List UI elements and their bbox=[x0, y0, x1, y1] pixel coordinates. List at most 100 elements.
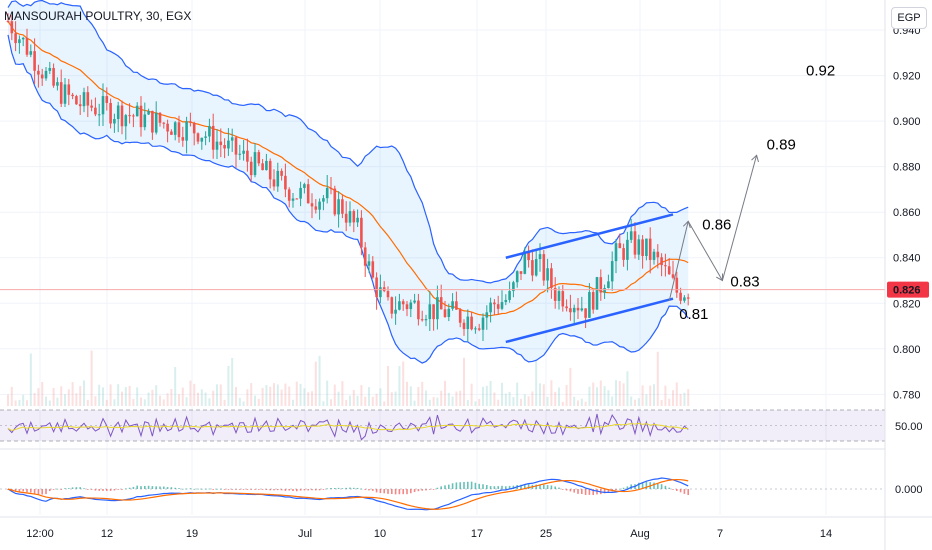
rsi-ma-line bbox=[7, 422, 689, 432]
candle-body-127 bbox=[489, 302, 492, 313]
volume-bar-8 bbox=[37, 388, 40, 406]
volume-bar-76 bbox=[295, 381, 298, 406]
volume-bar-127 bbox=[489, 381, 492, 406]
volume-bar-177 bbox=[679, 393, 682, 406]
volume-bar-172 bbox=[660, 399, 663, 406]
currency-button[interactable]: EGP bbox=[891, 7, 927, 29]
macd-hist-128 bbox=[493, 486, 496, 489]
candle-body-25 bbox=[101, 96, 105, 115]
candle-body-166 bbox=[637, 239, 641, 255]
candle-body-34 bbox=[135, 105, 139, 117]
macd-hist-121 bbox=[467, 481, 469, 489]
macd-hist-33 bbox=[132, 486, 135, 489]
volume-bar-43 bbox=[170, 388, 173, 406]
candle-body-87 bbox=[337, 199, 340, 215]
candle-body-141 bbox=[542, 254, 546, 281]
candle-body-97 bbox=[375, 277, 378, 298]
candle-body-55 bbox=[215, 141, 219, 150]
volume-bar-4 bbox=[22, 394, 25, 406]
candle-body-65 bbox=[253, 152, 257, 176]
volume-bar-18 bbox=[75, 393, 78, 406]
volume-bar-27 bbox=[109, 384, 112, 406]
candle-body-93 bbox=[360, 217, 363, 248]
macd-hist-12 bbox=[52, 489, 55, 490]
macd-hist-5 bbox=[26, 489, 28, 493]
volume-bar-93 bbox=[360, 385, 363, 406]
candle-body-167 bbox=[641, 239, 644, 257]
candle-body-137 bbox=[527, 251, 530, 261]
volume-bar-163 bbox=[626, 371, 629, 406]
candle-body-84 bbox=[325, 187, 329, 199]
candle-body-85 bbox=[329, 187, 333, 189]
macd-hist-107 bbox=[413, 489, 416, 493]
macd-hist-16 bbox=[68, 488, 70, 489]
volume-bar-168 bbox=[645, 394, 648, 406]
macd-hist-86 bbox=[334, 488, 336, 489]
volume-bar-142 bbox=[546, 396, 549, 406]
volume-bar-30 bbox=[121, 391, 123, 406]
candle-body-96 bbox=[371, 261, 375, 278]
bollinger-lower bbox=[7, 34, 689, 364]
candle-body-126 bbox=[485, 312, 489, 318]
volume-bar-14 bbox=[60, 386, 63, 406]
candle-body-110 bbox=[424, 319, 428, 321]
candle-body-43 bbox=[170, 131, 173, 135]
volume-bar-114 bbox=[440, 390, 443, 406]
macd-hist-66 bbox=[258, 489, 260, 490]
macd-hist-109 bbox=[421, 489, 423, 491]
macd-hist-91 bbox=[353, 487, 355, 489]
volume-bar-40 bbox=[159, 395, 161, 406]
volume-bar-84 bbox=[326, 380, 329, 406]
candle-body-140 bbox=[538, 254, 542, 260]
volume-bar-53 bbox=[208, 398, 211, 406]
macd-hist-83 bbox=[322, 489, 325, 490]
macd-hist-94 bbox=[364, 489, 366, 490]
volume-bar-46 bbox=[181, 387, 184, 406]
annotations[interactable]: 0.81 0.86 0.83 0.89 0.92 bbox=[505, 63, 835, 344]
candle-body-124 bbox=[477, 328, 481, 330]
candle-body-83 bbox=[322, 198, 325, 202]
candle-body-119 bbox=[458, 309, 462, 323]
macd-hist-37 bbox=[147, 485, 150, 489]
projection-label-0.89: 0.89 bbox=[767, 136, 796, 153]
macd-hist-13 bbox=[56, 488, 59, 490]
last-price-label: 0.826 bbox=[893, 285, 921, 297]
y-tick-label-5: 0.840 bbox=[893, 253, 921, 265]
macd-hist-160 bbox=[615, 489, 617, 491]
volume-bar-173 bbox=[664, 385, 667, 406]
macd-hist-59 bbox=[231, 489, 233, 490]
candle-body-139 bbox=[534, 259, 538, 276]
candle-body-81 bbox=[314, 206, 318, 210]
macd-hist-147 bbox=[565, 489, 568, 491]
macd-hist-68 bbox=[265, 489, 268, 490]
candle-body-144 bbox=[553, 287, 557, 301]
y-tick-label-8: 0.780 bbox=[893, 389, 921, 401]
y-tick-label-1: 0.920 bbox=[893, 71, 921, 83]
volume-bar-16 bbox=[67, 389, 70, 406]
macd-hist-173 bbox=[664, 485, 667, 489]
candle-body-22 bbox=[90, 105, 93, 108]
volume-bar-154 bbox=[592, 382, 595, 406]
macd-hist-114 bbox=[440, 486, 442, 489]
volume-bar-115 bbox=[444, 380, 446, 406]
candle-body-117 bbox=[451, 301, 454, 309]
volume-bar-105 bbox=[406, 381, 408, 406]
candle-body-36 bbox=[143, 114, 147, 128]
moving-average-line bbox=[7, 20, 689, 317]
volume-bar-108 bbox=[417, 387, 420, 406]
volume-bar-17 bbox=[71, 382, 74, 406]
candle-body-45 bbox=[177, 122, 181, 138]
candle-body-179 bbox=[686, 297, 690, 299]
bollinger-upper bbox=[7, 0, 689, 284]
macd-hist-74 bbox=[288, 489, 290, 491]
volume-bar-100 bbox=[387, 366, 389, 406]
volume-bar-75 bbox=[292, 399, 294, 406]
macd-hist-9 bbox=[41, 489, 43, 495]
macd-hist-152 bbox=[584, 489, 587, 495]
volume-bar-58 bbox=[227, 365, 230, 406]
candle-body-103 bbox=[398, 301, 401, 310]
macd-hist-141 bbox=[543, 484, 545, 489]
macd-hist-125 bbox=[482, 484, 484, 489]
macd-hist-81 bbox=[315, 489, 317, 491]
